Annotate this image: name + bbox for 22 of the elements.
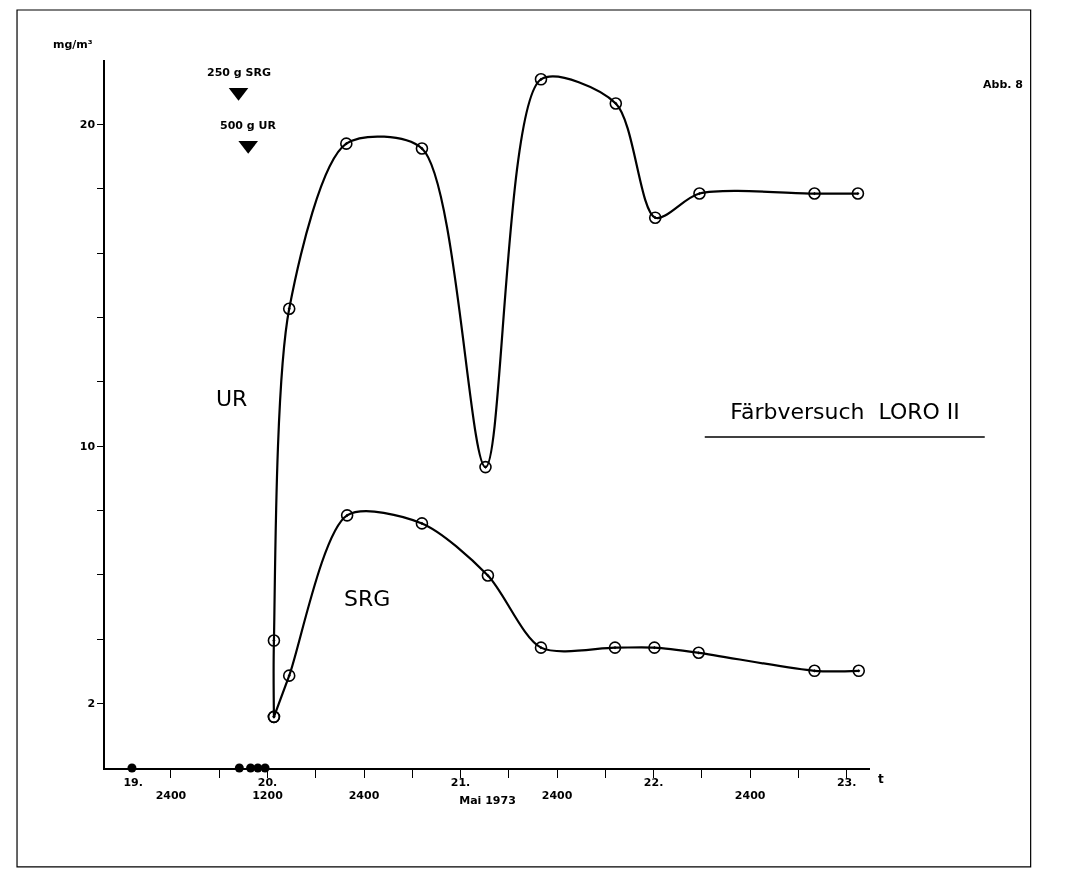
x-tick-label: 2400 [348, 788, 380, 802]
x-tick-label: 2400 [734, 788, 766, 802]
annotation: 250 g SRG [207, 66, 271, 79]
x2-tick-label: 21. [450, 776, 471, 789]
x2-tick-label: 23. [836, 776, 857, 789]
x-tick-label: 2400 [155, 788, 187, 802]
x2-axis-title: Mai 1973 [459, 794, 516, 808]
x2-tick-label: 20. [257, 776, 278, 789]
text: Färbversuch LORO II [730, 399, 960, 425]
x2-tick-label: 19. [123, 776, 143, 789]
x2-tick-label: 22. [643, 776, 664, 789]
x-tick-label: 1200 [252, 788, 284, 802]
y-tick-label: 10 [79, 440, 96, 454]
caption: Abb. 8 [983, 78, 1023, 91]
y-tick-label: 20 [79, 118, 96, 132]
y-tick-label: 2 [87, 697, 96, 711]
x-axis-title: t [878, 772, 884, 786]
y-axis-title: mg/m³ [53, 38, 93, 51]
x-tick-label: 2400 [541, 788, 573, 802]
series-label: SRG [344, 586, 391, 611]
series-label: UR [216, 386, 248, 411]
annotation: 500 g UR [220, 119, 277, 132]
